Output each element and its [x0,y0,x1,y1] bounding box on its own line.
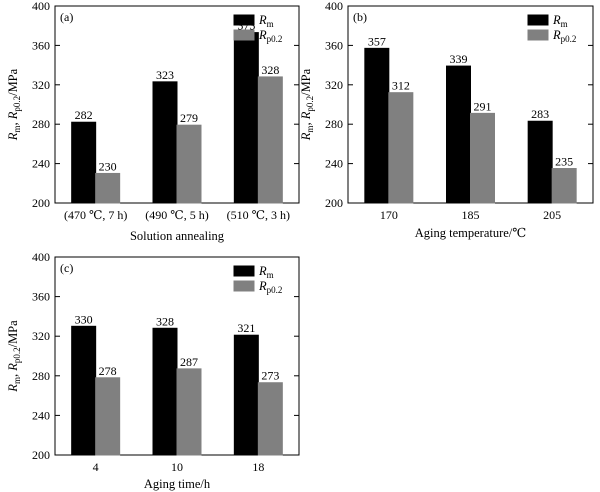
panel-label: (b) [353,10,367,24]
x-tick-label: 205 [543,208,561,222]
bar-rm [527,120,553,204]
y-tick-label: 320 [325,78,343,92]
data-label: 282 [75,108,93,122]
bar-rp02 [257,76,283,204]
y-tick-label: 280 [32,369,50,383]
y-axis-label: Rm, Rp0.2/MPa [6,320,22,393]
data-label: 328 [261,63,279,77]
y-tick-label: 400 [32,0,50,13]
y-tick-label: 320 [32,78,50,92]
data-label: 357 [368,34,386,48]
x-tick-label: (470 ℃, 7 h) [64,208,127,222]
y-tick-label: 280 [32,117,50,131]
bar-rp02 [470,112,495,204]
bar-rp02 [551,168,577,204]
x-axis-label: Aging time/h [144,477,211,491]
x-tick-label: (490 ℃, 5 h) [145,208,208,222]
legend-swatch [233,29,255,41]
bar-rm [71,325,97,456]
data-label: 291 [474,99,492,113]
y-tick-label: 240 [32,157,50,171]
y-tick-label: 360 [32,290,50,304]
bar-rp02 [257,382,283,456]
legend-swatch [233,265,255,277]
legend-label: Rm [552,13,568,29]
data-label: 230 [99,159,117,173]
x-tick-label: 185 [462,208,480,222]
data-label: 339 [450,52,468,66]
bar-rp02 [176,124,202,204]
x-tick-label: 18 [252,460,264,474]
y-tick-label: 200 [32,196,50,210]
data-label: 323 [156,68,174,82]
y-tick-label: 240 [325,157,343,171]
legend-swatch [233,280,255,292]
bar-rm [233,334,259,456]
y-tick-label: 200 [32,448,50,462]
data-label: 235 [555,155,573,169]
y-axis-label: Rm, Rp0.2/MPa [299,68,315,141]
y-tick-label: 200 [325,196,343,210]
x-tick-label: 10 [171,460,183,474]
panel-label: (a) [60,10,73,24]
legend-swatch [233,14,255,26]
legend-label: Rp0.2 [258,279,282,295]
x-axis-label: Aging temperature/℃ [415,226,527,240]
legend-label: Rp0.2 [552,28,576,44]
bar-rm [152,327,178,456]
x-axis-label: Solution annealing [130,229,225,243]
bar-rm [152,81,178,204]
bar-rp02 [388,92,414,204]
bar-rm [71,121,97,204]
legend-label: Rp0.2 [258,28,282,44]
y-tick-label: 400 [32,250,50,264]
data-label: 287 [180,355,198,369]
data-label: 330 [75,312,93,326]
chart-panel-1: 200 240 280 320 360 400 (a) (470 ℃, 7 h) 282 230 (… [6,0,300,243]
data-label: 279 [180,111,198,125]
x-tick-label: (510 ℃, 3 h) [227,208,290,222]
x-tick-label: 170 [380,208,398,222]
x-tick-label: 4 [93,460,99,474]
bar-rm [446,65,471,204]
legend-label: Rm [258,264,274,280]
y-tick-label: 240 [32,408,50,422]
bar-rp02 [95,172,121,204]
bar-rp02 [95,377,121,456]
data-label: 312 [392,79,410,93]
bar-rp02 [176,368,202,456]
chart-panel-2: 200 240 280 320 360 400 (b) 170 357 312 185 339 291 2… [299,0,594,240]
data-label: 283 [531,107,549,121]
y-tick-label: 360 [32,38,50,52]
panel-label: (c) [60,261,73,275]
y-tick-label: 320 [32,329,50,343]
y-tick-label: 400 [325,0,343,13]
chart-panel-3: 200 240 280 320 360 400 (c) 4 330 278 10 328 287 18 32… [6,250,300,491]
data-label: 328 [156,314,174,328]
y-axis-label: Rm, Rp0.2/MPa [6,68,22,141]
data-label: 321 [237,321,255,335]
y-tick-label: 360 [325,38,343,52]
bar-rm [233,32,259,204]
data-label: 273 [261,369,279,383]
legend-label: Rm [258,13,274,29]
data-label: 278 [99,364,117,378]
legend-swatch [527,29,549,41]
bar-rm [364,47,390,204]
y-tick-label: 280 [325,117,343,131]
legend-swatch [527,14,549,26]
